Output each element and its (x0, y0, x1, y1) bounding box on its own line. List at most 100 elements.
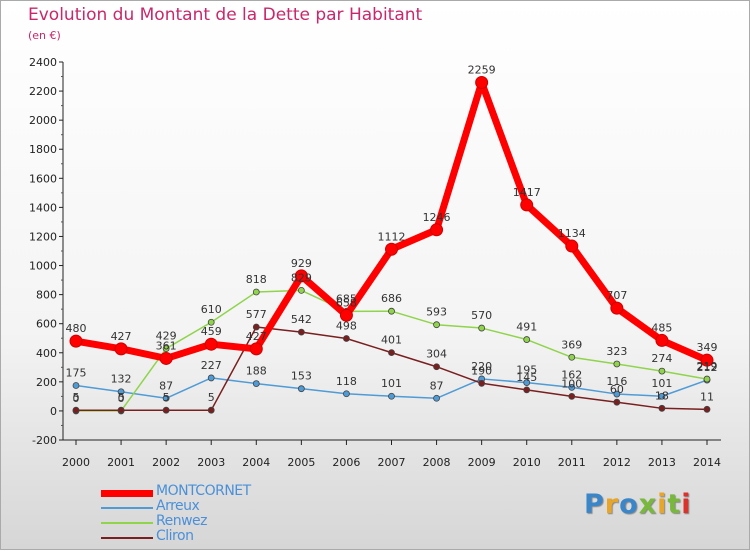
data-point-montcornet (339, 308, 353, 322)
y-tick-label: -200 (32, 434, 57, 447)
data-label-cliron: 60 (610, 383, 624, 396)
y-tick-label: 2400 (29, 56, 57, 69)
data-label-arreux: 87 (159, 379, 173, 392)
data-label-arreux: 153 (291, 370, 312, 383)
data-label-renwez: 829 (291, 271, 312, 284)
data-label-arreux: 227 (201, 359, 222, 372)
y-tick-label: 600 (36, 318, 57, 331)
data-point-cliron (162, 406, 170, 414)
data-point-arreux (523, 379, 531, 386)
data-label-renwez: 610 (201, 303, 222, 316)
y-tick-label: 400 (36, 347, 57, 360)
data-point-arreux (252, 380, 260, 387)
data-point-cliron (297, 328, 305, 336)
data-point-cliron (568, 392, 576, 400)
data-label-arreux: 101 (651, 377, 672, 390)
legend-label: Cliron (156, 528, 194, 544)
data-label-montcornet: 929 (291, 257, 312, 270)
data-point-montcornet (520, 198, 534, 212)
data-point-montcornet (655, 333, 669, 347)
data-label-renwez: 593 (426, 306, 447, 319)
data-label-renwez: 429 (156, 330, 177, 343)
logo-letter: P (584, 489, 605, 520)
data-label-cliron: 5 (208, 391, 215, 404)
logo-letter: r (604, 489, 620, 520)
data-label-montcornet: 480 (66, 322, 87, 335)
data-label-renwez: 0 (118, 392, 125, 405)
proxiti-logo: Proxiti (584, 489, 692, 520)
x-tick-label: 2001 (107, 456, 135, 469)
data-point-cliron (72, 406, 80, 414)
logo-letter: i (681, 489, 692, 520)
data-point-montcornet (610, 301, 624, 315)
data-label-renwez: 323 (606, 345, 627, 358)
data-label-montcornet: 427 (246, 330, 267, 343)
x-tick-label: 2005 (287, 456, 315, 469)
data-point-cliron (117, 406, 125, 414)
data-point-cliron (523, 386, 531, 394)
data-label-cliron: 498 (336, 320, 357, 333)
data-point-arreux (568, 383, 576, 391)
data-label-arreux: 118 (336, 375, 357, 388)
x-tick-label: 2004 (242, 456, 270, 469)
x-tick-label: 2002 (152, 456, 180, 469)
data-point-arreux (297, 385, 305, 393)
data-point-renwez (478, 324, 486, 332)
data-label-renwez: 491 (516, 321, 537, 334)
data-label-renwez: 274 (651, 352, 672, 365)
data-label-renwez: 570 (471, 309, 492, 322)
data-point-arreux (433, 394, 440, 402)
data-point-montcornet (114, 342, 128, 356)
data-label-cliron: 11 (700, 390, 714, 403)
data-label-cliron: 304 (426, 348, 447, 361)
chart-subtitle: (en €) (28, 29, 61, 42)
data-point-montcornet (430, 223, 444, 237)
y-tick-label: 1800 (29, 143, 57, 156)
data-label-arreux: 87 (430, 379, 444, 392)
data-label-cliron: 5 (73, 391, 80, 404)
x-tick-label: 2007 (378, 456, 406, 469)
data-label-montcornet: 485 (651, 321, 672, 334)
data-point-cliron (207, 406, 215, 414)
y-tick-label: 0 (50, 405, 57, 418)
data-point-montcornet (565, 239, 579, 253)
data-label-montcornet: 2259 (468, 63, 496, 76)
x-tick-label: 2014 (693, 456, 721, 469)
chart-title: Evolution du Montant de la Dette par Hab… (28, 5, 423, 25)
data-label-renwez: 685 (336, 292, 357, 305)
data-label-renwez: 818 (246, 273, 267, 286)
x-tick-label: 2006 (332, 456, 360, 469)
data-label-cliron: 5 (163, 391, 170, 404)
data-point-renwez (207, 318, 215, 326)
data-point-cliron (252, 323, 260, 331)
data-point-cliron (433, 363, 440, 371)
data-point-renwez (568, 353, 576, 361)
data-label-montcornet: 1417 (513, 186, 541, 199)
x-tick-label: 2011 (558, 456, 586, 469)
y-tick-label: 2200 (29, 85, 57, 98)
data-label-cliron: 401 (381, 334, 402, 347)
data-point-arreux (207, 374, 215, 382)
data-point-renwez (523, 336, 531, 343)
data-label-arreux: 212 (697, 361, 718, 374)
data-label-cliron: 145 (516, 371, 537, 384)
legend-swatch (101, 507, 153, 509)
data-label-renwez: 0 (73, 392, 80, 405)
data-label-cliron: 5 (118, 391, 125, 404)
data-point-arreux (72, 382, 80, 389)
data-label-montcornet: 1134 (558, 227, 586, 240)
data-point-renwez (613, 360, 621, 368)
data-label-cliron: 577 (246, 308, 267, 321)
data-label-arreux: 101 (381, 377, 402, 390)
data-point-renwez (388, 307, 395, 315)
data-point-arreux (613, 390, 621, 398)
data-point-renwez (433, 321, 440, 329)
data-point-arreux (658, 392, 666, 400)
data-point-renwez (703, 375, 711, 383)
data-point-cliron (343, 335, 350, 342)
data-point-montcornet (69, 334, 83, 348)
x-tick-label: 2010 (513, 456, 541, 469)
legend-label: Renwez (156, 513, 208, 529)
data-label-cliron: 18 (655, 389, 669, 402)
